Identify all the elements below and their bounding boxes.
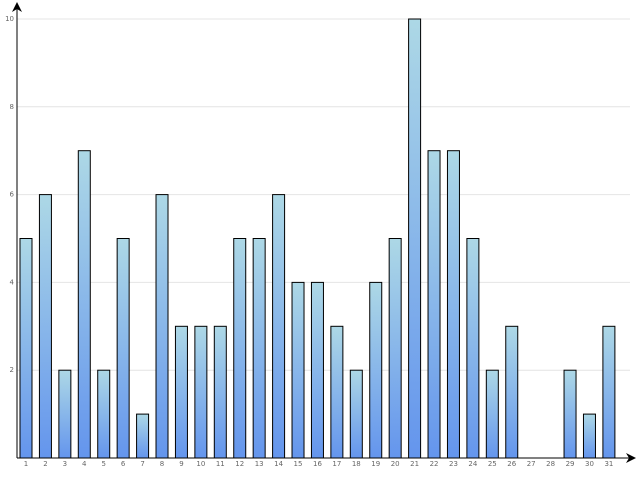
bar [252, 238, 266, 459]
x-tick-label: 25 [488, 460, 497, 468]
x-tick-label: 18 [352, 460, 361, 468]
x-tick-label: 29 [566, 460, 575, 468]
x-tick-label: 21 [410, 460, 419, 468]
x-tick-label: 14 [274, 460, 283, 468]
x-tick-label: 20 [391, 460, 400, 468]
x-tick-label: 5 [101, 460, 105, 468]
bar [19, 238, 33, 459]
x-tick-label: 10 [196, 460, 205, 468]
x-tick-label: 2 [43, 460, 47, 468]
x-tick-label: 28 [546, 460, 555, 468]
x-tick-label: 3 [63, 460, 67, 468]
x-tick-label: 19 [371, 460, 380, 468]
x-tick-label: 12 [235, 460, 244, 468]
x-tick-label: 30 [585, 460, 594, 468]
y-tick-label: 10 [5, 15, 14, 23]
x-tick-label: 22 [430, 460, 439, 468]
x-tick-label: 6 [121, 460, 126, 468]
bar [233, 238, 247, 459]
x-tick-label: 24 [468, 460, 477, 468]
bar [155, 194, 169, 459]
bar [330, 325, 344, 459]
bar [369, 281, 383, 459]
bar [485, 369, 499, 459]
y-axis-arrow [12, 2, 22, 12]
y-tick-label: 8 [10, 103, 14, 111]
bar [194, 325, 208, 459]
x-tick-label: 4 [82, 460, 87, 468]
bar [310, 281, 324, 459]
x-tick-label: 31 [604, 460, 613, 468]
bar [427, 150, 441, 459]
x-tick-label: 23 [449, 460, 458, 468]
x-tick-label: 26 [507, 460, 516, 468]
bar [291, 281, 305, 459]
bar [38, 194, 52, 459]
bar [116, 238, 130, 459]
x-tick-label: 15 [294, 460, 303, 468]
x-tick-label: 7 [140, 460, 144, 468]
x-tick-label: 27 [527, 460, 536, 468]
bar [349, 369, 363, 459]
x-tick-label: 9 [179, 460, 183, 468]
bar [446, 150, 460, 459]
bar [388, 238, 402, 459]
y-tick-label: 6 [10, 191, 15, 199]
bars [19, 18, 616, 459]
bar [77, 150, 91, 459]
bar [97, 369, 111, 459]
bar [466, 238, 480, 459]
bar [58, 369, 72, 459]
bar [136, 413, 150, 459]
x-tick-label: 8 [160, 460, 164, 468]
y-tick-label: 2 [10, 366, 14, 374]
bar [272, 194, 286, 459]
bar [505, 325, 519, 459]
bar [602, 325, 616, 459]
bar [563, 369, 577, 459]
x-tick-label: 13 [255, 460, 264, 468]
bar [174, 325, 188, 459]
bar [213, 325, 227, 459]
x-axis-arrow [626, 453, 636, 463]
x-tick-label: 11 [216, 460, 225, 468]
x-tick-label: 17 [332, 460, 341, 468]
x-tick-label: 16 [313, 460, 322, 468]
bar [408, 18, 422, 459]
bar [582, 413, 596, 459]
y-tick-label: 4 [10, 278, 15, 286]
x-tick-label: 1 [24, 460, 28, 468]
